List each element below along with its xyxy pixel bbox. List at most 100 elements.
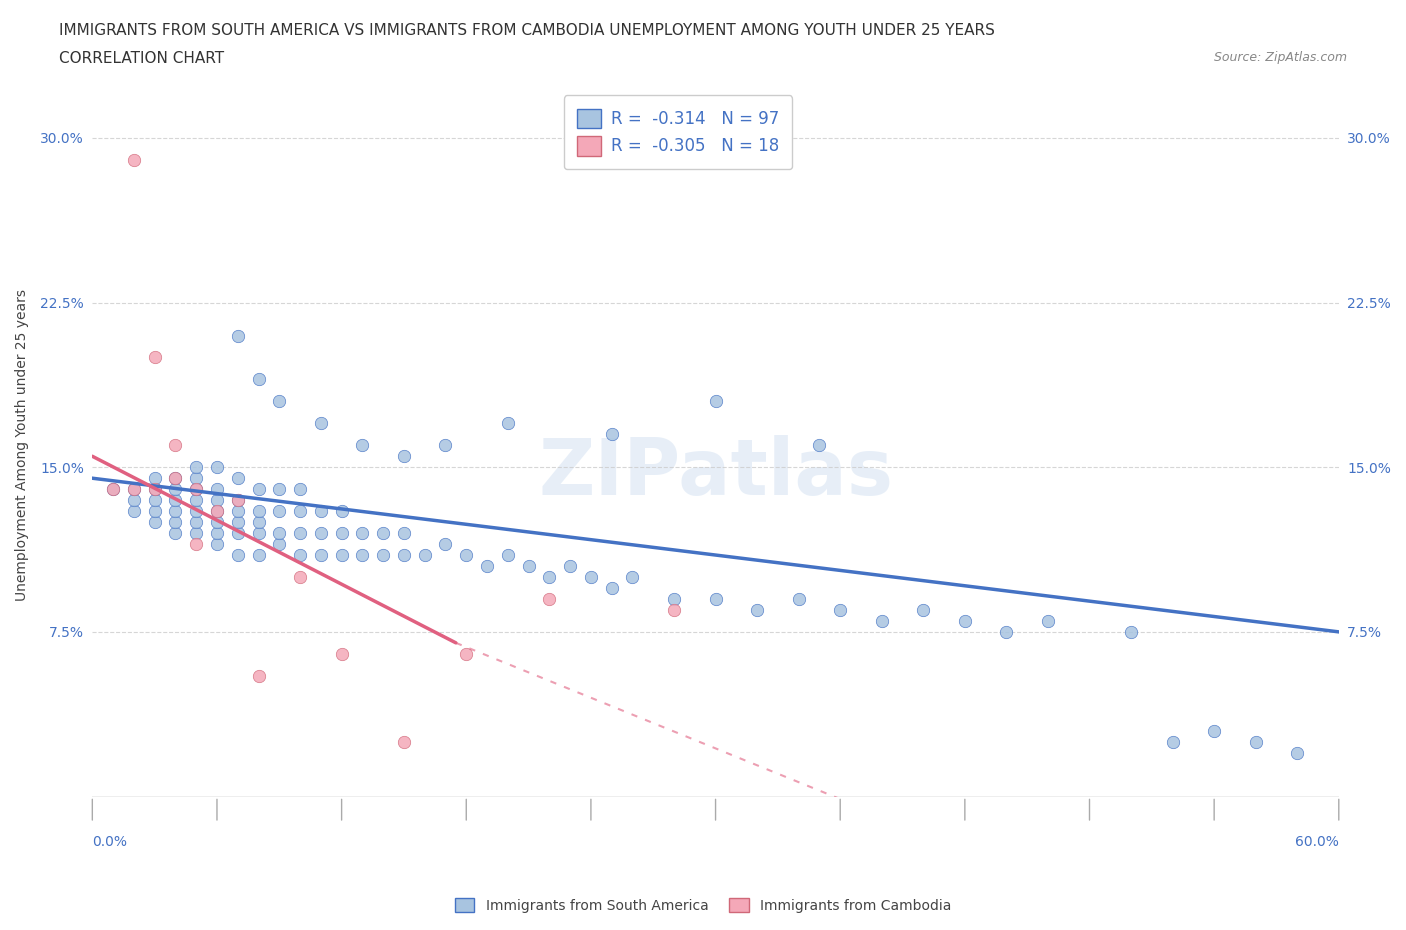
Point — [165, 438, 187, 453]
Point — [413, 548, 436, 563]
Point — [704, 591, 727, 606]
Text: IMMIGRANTS FROM SOUTH AMERICA VS IMMIGRANTS FROM CAMBODIA UNEMPLOYMENT AMONG YOU: IMMIGRANTS FROM SOUTH AMERICA VS IMMIGRA… — [59, 23, 995, 38]
Point — [1119, 624, 1142, 639]
Point — [165, 471, 187, 485]
Point — [122, 153, 145, 167]
Point — [143, 504, 166, 519]
Point — [309, 525, 332, 540]
Point — [165, 471, 187, 485]
Point — [496, 548, 519, 563]
Point — [186, 514, 208, 529]
Text: 60.0%: 60.0% — [1295, 835, 1339, 849]
Text: ZIPatlas: ZIPatlas — [538, 435, 893, 512]
Point — [330, 646, 353, 661]
Point — [309, 504, 332, 519]
Point — [226, 514, 249, 529]
Point — [560, 559, 582, 574]
Legend: R =  -0.314   N = 97, R =  -0.305   N = 18: R = -0.314 N = 97, R = -0.305 N = 18 — [564, 96, 793, 169]
Point — [186, 525, 208, 540]
Point — [912, 603, 935, 618]
Point — [186, 482, 208, 497]
Point — [434, 537, 457, 551]
Point — [101, 482, 124, 497]
Point — [247, 514, 270, 529]
Point — [186, 459, 208, 474]
Point — [143, 493, 166, 508]
Point — [205, 525, 228, 540]
Point — [186, 482, 208, 497]
Point — [995, 624, 1018, 639]
Point — [456, 646, 478, 661]
Point — [269, 537, 291, 551]
Point — [870, 614, 893, 629]
Point — [205, 493, 228, 508]
Point — [269, 504, 291, 519]
Point — [143, 471, 166, 485]
Point — [1286, 745, 1309, 760]
Point — [205, 514, 228, 529]
Point — [165, 514, 187, 529]
Point — [600, 427, 623, 442]
Y-axis label: Unemployment Among Youth under 25 years: Unemployment Among Youth under 25 years — [15, 289, 30, 602]
Legend: Immigrants from South America, Immigrants from Cambodia: Immigrants from South America, Immigrant… — [450, 893, 956, 919]
Point — [392, 734, 415, 749]
Point — [122, 482, 145, 497]
Point — [205, 537, 228, 551]
Point — [662, 591, 685, 606]
Point — [247, 482, 270, 497]
Point — [226, 525, 249, 540]
Text: 0.0%: 0.0% — [93, 835, 128, 849]
Point — [434, 438, 457, 453]
Point — [247, 372, 270, 387]
Point — [122, 482, 145, 497]
Point — [392, 525, 415, 540]
Point — [143, 482, 166, 497]
Point — [808, 438, 831, 453]
Point — [352, 438, 374, 453]
Point — [143, 514, 166, 529]
Point — [1244, 734, 1267, 749]
Point — [226, 471, 249, 485]
Point — [205, 504, 228, 519]
Point — [101, 482, 124, 497]
Point — [309, 548, 332, 563]
Point — [538, 591, 561, 606]
Point — [247, 504, 270, 519]
Point — [269, 525, 291, 540]
Point — [165, 493, 187, 508]
Point — [953, 614, 976, 629]
Point — [122, 493, 145, 508]
Point — [247, 669, 270, 684]
Point — [475, 559, 498, 574]
Point — [226, 493, 249, 508]
Point — [373, 525, 395, 540]
Point — [330, 525, 353, 540]
Point — [830, 603, 852, 618]
Point — [352, 525, 374, 540]
Point — [186, 471, 208, 485]
Point — [226, 548, 249, 563]
Point — [1204, 724, 1226, 738]
Point — [247, 548, 270, 563]
Point — [288, 504, 311, 519]
Point — [165, 504, 187, 519]
Point — [745, 603, 768, 618]
Point — [226, 504, 249, 519]
Point — [392, 449, 415, 464]
Point — [143, 482, 166, 497]
Point — [186, 493, 208, 508]
Point — [309, 416, 332, 431]
Point — [205, 504, 228, 519]
Text: Source: ZipAtlas.com: Source: ZipAtlas.com — [1213, 51, 1347, 64]
Point — [143, 350, 166, 365]
Point — [205, 459, 228, 474]
Point — [1036, 614, 1059, 629]
Point — [288, 482, 311, 497]
Point — [186, 537, 208, 551]
Point — [392, 548, 415, 563]
Point — [122, 504, 145, 519]
Point — [330, 504, 353, 519]
Point — [247, 525, 270, 540]
Point — [352, 548, 374, 563]
Point — [456, 548, 478, 563]
